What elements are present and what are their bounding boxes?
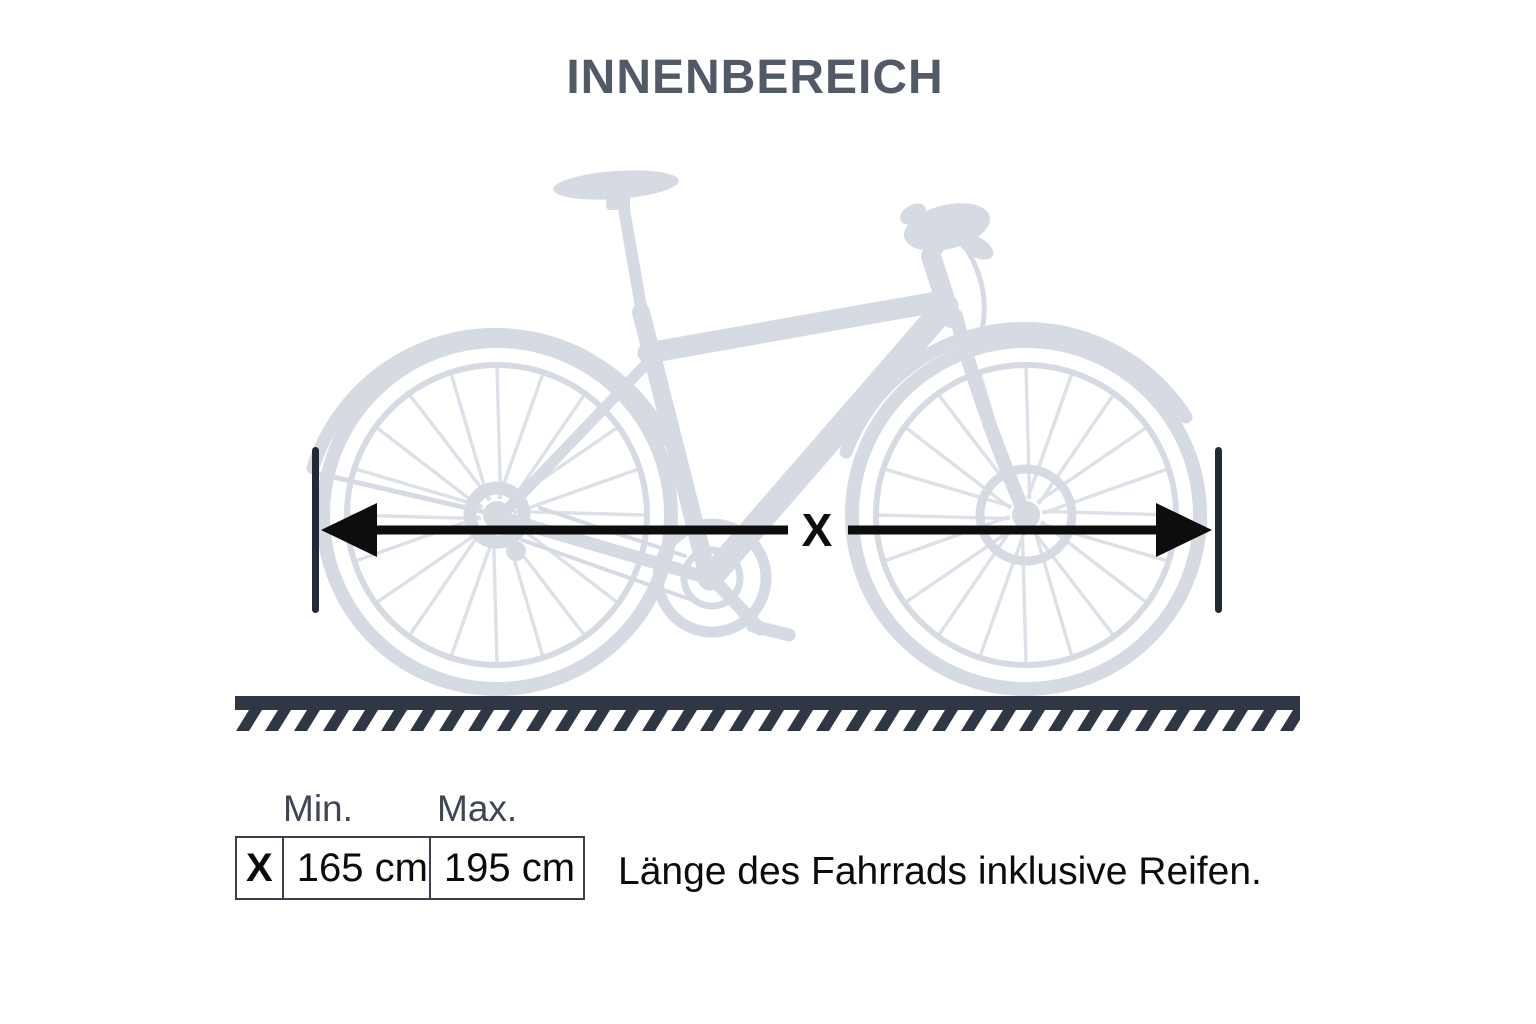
ground-hatch xyxy=(236,710,1300,731)
arrowhead-right-icon xyxy=(1156,503,1212,557)
col-header-max: Max. xyxy=(437,788,518,829)
hatched-ground-line xyxy=(235,696,1300,731)
spec-table: X 165 cm 195 cm xyxy=(235,836,585,900)
dimension-description: Länge des Fahrrads inklusive Reifen. xyxy=(618,850,1262,893)
spec-row-label: X xyxy=(237,838,284,898)
col-header-min: Min. xyxy=(283,788,353,829)
dimension-end-bar xyxy=(1215,447,1222,613)
page-title: INNENBEREICH xyxy=(566,51,944,104)
dimension-overlay xyxy=(312,447,1222,613)
ground-bar xyxy=(235,696,1300,710)
spec-table-headers: Min. Max. xyxy=(235,788,585,834)
dimension-start-bar xyxy=(312,447,319,613)
spec-max-value: 195 cm xyxy=(443,845,576,890)
crankset xyxy=(652,518,796,642)
bicycle-silhouette-icon xyxy=(306,170,1207,696)
arrowhead-left-icon xyxy=(321,503,377,557)
rear-fender-stay xyxy=(317,471,496,517)
saddle xyxy=(553,170,679,210)
handlebar xyxy=(900,203,994,260)
dimension-label: X xyxy=(801,504,833,556)
spec-min-value: 165 cm xyxy=(284,838,431,898)
